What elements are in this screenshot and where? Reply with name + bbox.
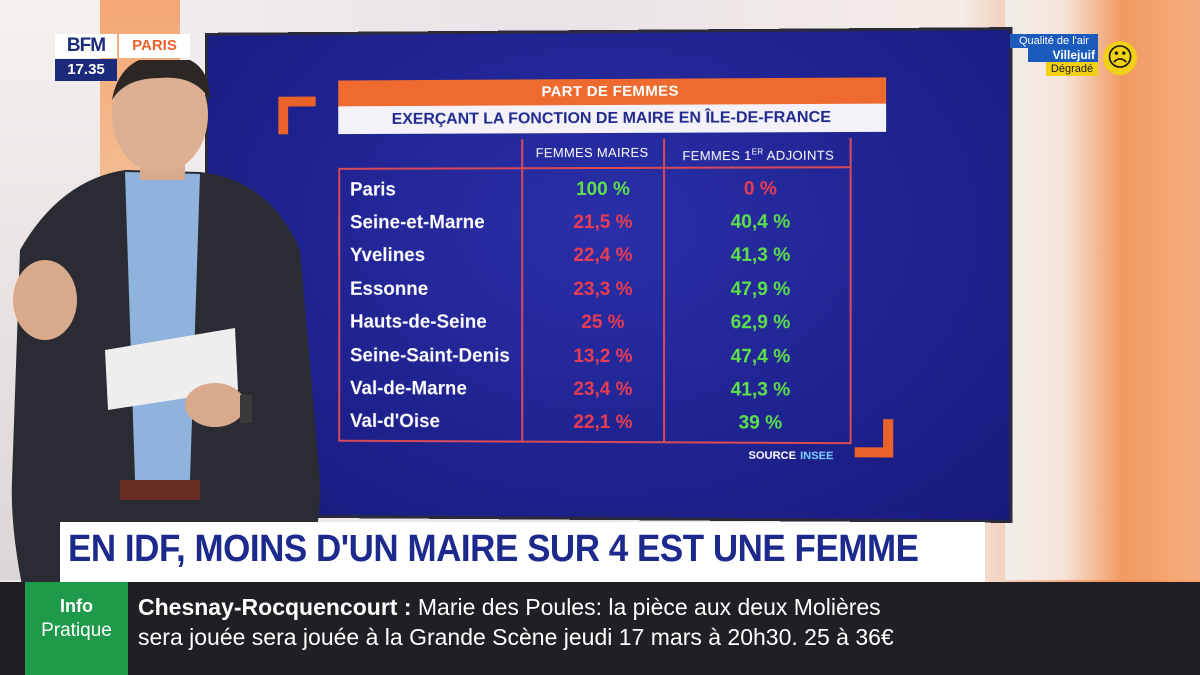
ticker-separator: : — [397, 594, 417, 620]
column-header-adjoints-sup: ER — [752, 147, 764, 156]
femmes-adjoints-value: 0 % — [672, 178, 850, 201]
table-title-line1: PART DE FEMMES — [338, 77, 886, 106]
corner-bracket-bottom-right — [855, 419, 894, 457]
presenter-figure — [0, 60, 330, 600]
table-row: Essonne 23,3 % 47,9 % — [350, 273, 850, 307]
department-name: Essonne — [350, 279, 534, 301]
ticker-line1: Chesnay-Rocquencourt : Marie des Poules:… — [138, 594, 881, 621]
channel-logo: BFM — [55, 34, 117, 58]
department-name: Seine-et-Marne — [350, 212, 534, 234]
info-pratique-badge: Info Pratique — [25, 582, 128, 675]
news-ticker: Info Pratique Chesnay-Rocquencourt : Mar… — [0, 582, 1200, 675]
femmes-maires-value: 23,4 % — [534, 379, 671, 401]
femmes-maires-value: 13,2 % — [534, 345, 671, 367]
headline-banner: EN IDF, MOINS D'UN MAIRE SUR 4 EST UNE F… — [60, 522, 985, 582]
table-row: Val-d'Oise 22,1 % 39 % — [350, 406, 850, 442]
air-quality-city: Villejuif — [1028, 48, 1098, 62]
channel-city-label: PARIS — [119, 34, 190, 58]
sad-face-icon: ☹ — [1103, 41, 1137, 75]
column-header-adjoints: FEMMES 1ER ADJOINTS — [665, 138, 852, 167]
table-row: Seine-Saint-Denis 13,2 % 47,4 % — [350, 339, 850, 374]
ticker-place: Chesnay-Rocquencourt — [138, 594, 397, 620]
table-title: PART DE FEMMES EXERÇANT LA FONCTION DE M… — [338, 77, 886, 134]
femmes-adjoints-value: 41,3 % — [672, 379, 850, 402]
femmes-adjoints-value: 47,4 % — [672, 346, 850, 369]
source-value: INSEE — [800, 450, 833, 462]
femmes-maires-value: 21,5 % — [534, 212, 671, 234]
femmes-adjoints-value: 41,3 % — [672, 245, 850, 267]
femmes-maires-value: 100 % — [534, 178, 671, 200]
table-title-line2: EXERÇANT LA FONCTION DE MAIRE EN ÎLE-DE-… — [338, 104, 886, 134]
presenter-watch — [240, 395, 252, 423]
department-name: Yvelines — [350, 246, 534, 268]
air-quality-status: Dégradé — [1046, 62, 1098, 76]
studio-backdrop-right — [1005, 0, 1200, 580]
badge-line2: Pratique — [25, 620, 128, 642]
column-header-adjoints-main: FEMMES 1 — [682, 148, 751, 163]
broadcast-clock: 17.35 — [55, 59, 117, 81]
femmes-maires-value: 22,1 % — [534, 412, 671, 435]
column-header-maires: FEMMES MAIRES — [521, 139, 663, 167]
table-row: Seine-et-Marne 21,5 % 40,4 % — [350, 206, 850, 240]
source-label: SOURCE — [749, 450, 796, 462]
department-name: Val-de-Marne — [350, 378, 534, 401]
presenter-shirt — [125, 172, 200, 480]
femmes-adjoints-value: 62,9 % — [672, 312, 850, 334]
femmes-adjoints-value: 40,4 % — [672, 212, 850, 234]
femmes-maires-value: 23,3 % — [534, 279, 671, 301]
column-header-adjoints-rest: ADJOINTS — [763, 147, 834, 162]
presenter-hand — [13, 260, 77, 340]
femmes-adjoints-value: 47,9 % — [672, 279, 850, 301]
presenter-belt — [120, 480, 200, 500]
department-name: Paris — [350, 179, 534, 201]
presenter-hand — [185, 383, 245, 427]
badge-line1: Info — [25, 596, 128, 617]
ticker-text-line2: sera jouée sera jouée à la Grande Scène … — [138, 624, 894, 651]
table-row: Paris 100 % 0 % — [350, 172, 850, 207]
femmes-adjoints-value: 39 % — [672, 413, 850, 436]
headline-text: EN IDF, MOINS D'UN MAIRE SUR 4 EST UNE F… — [68, 528, 918, 571]
table-body: Paris 100 % 0 % Seine-et-Marne 21,5 % 40,4 %… — [350, 172, 850, 441]
table-divider — [850, 138, 852, 444]
femmes-maires-value: 25 % — [534, 312, 671, 334]
air-quality-label: Qualité de l'air — [1010, 34, 1098, 48]
table-row: Hauts-de-Seine 25 % 62,9 % — [350, 306, 850, 340]
department-name: Val-d'Oise — [350, 411, 534, 434]
table-row: Val-de-Marne 23,4 % 41,3 % — [350, 373, 850, 408]
department-name: Seine-Saint-Denis — [350, 345, 534, 367]
table-row: Yvelines 22,4 % 41,3 % — [350, 240, 850, 274]
ticker-text-line1: Marie des Poules: la pièce aux deux Moli… — [418, 594, 881, 620]
department-name: Hauts-de-Seine — [350, 312, 534, 334]
femmes-maires-value: 22,4 % — [534, 245, 671, 267]
source-note: SOURCE INSEE — [749, 450, 834, 463]
air-quality-widget: Qualité de l'air Villejuif Dégradé — [1010, 34, 1098, 76]
